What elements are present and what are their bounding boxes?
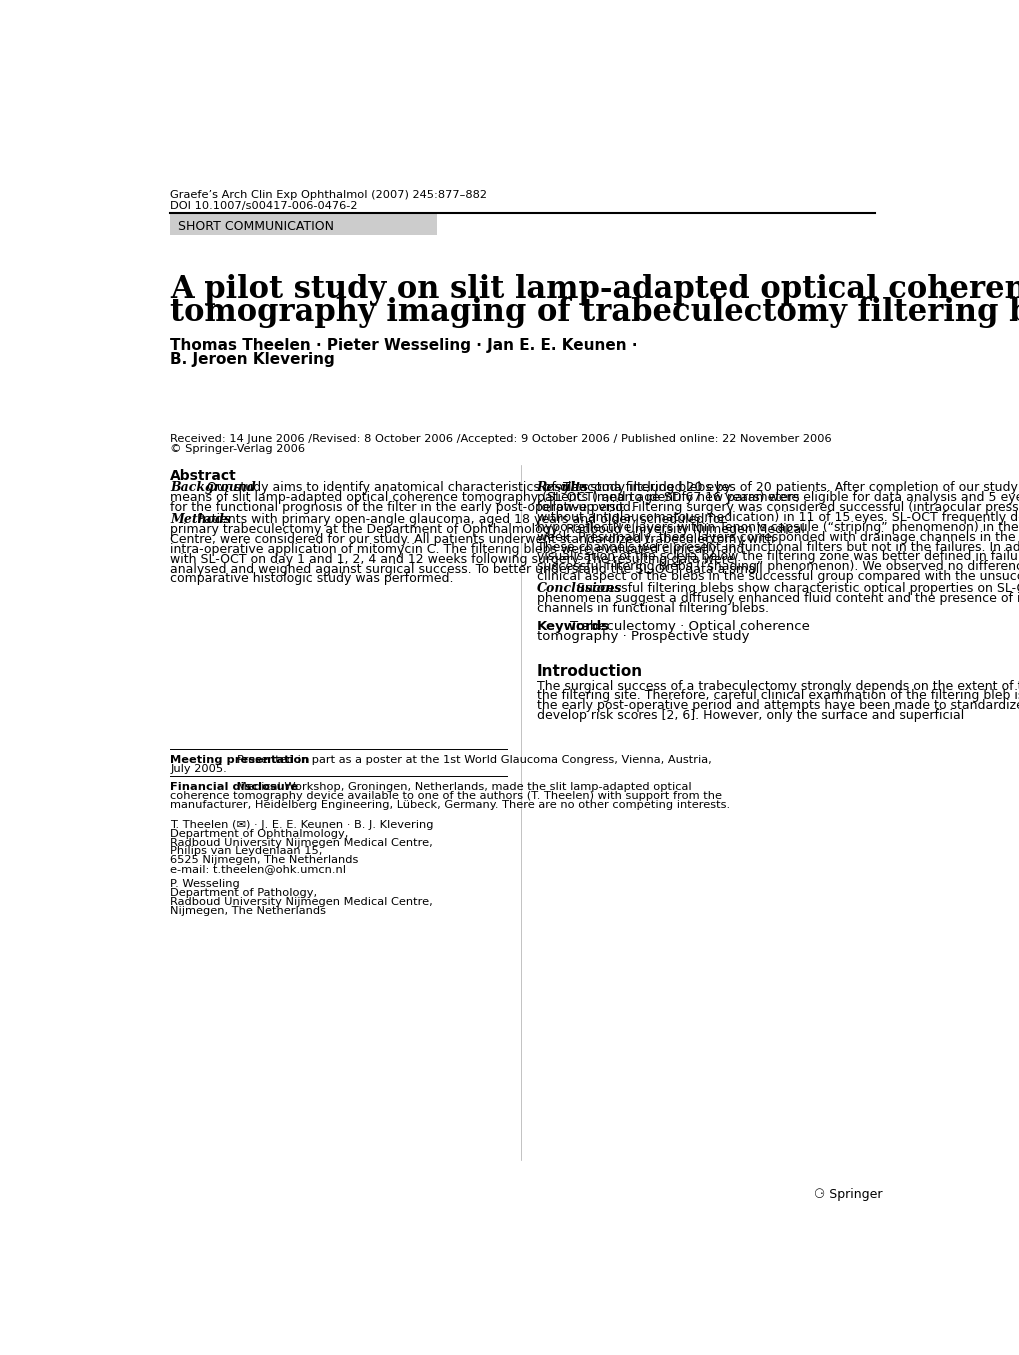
Text: follow-up visit. Filtering surgery was considered successful (intraocular pressu: follow-up visit. Filtering surgery was c… [536,501,1019,514]
Text: develop risk scores [2, 6]. However, only the surface and superficial: develop risk scores [2, 6]. However, onl… [536,709,963,722]
Text: Background: Background [170,481,256,495]
Text: ⚆ Springer: ⚆ Springer [813,1188,881,1202]
Text: Our study aims to identify anatomical characteristics of glaucoma filtering bleb: Our study aims to identify anatomical ch… [207,481,731,495]
Text: coherence tomography device available to one of the authors (T. Theelen) with su: coherence tomography device available to… [170,791,721,801]
Text: Medical Workshop, Groningen, Netherlands, made the slit lamp-adapted optical: Medical Workshop, Groningen, Netherlands… [236,782,691,793]
Text: Department of Pathology,: Department of Pathology, [170,888,317,898]
Text: Thomas Theelen · Pieter Wesseling · Jan E. E. Keunen ·: Thomas Theelen · Pieter Wesseling · Jan … [170,339,637,354]
Text: The surgical success of a trabeculectomy strongly depends on the extent of the h: The surgical success of a trabeculectomy… [536,680,1019,692]
Text: Results: Results [536,481,588,495]
Text: primary trabeculectomy at the Department of Ophthalmology, Radboud University Ni: primary trabeculectomy at the Department… [170,523,804,537]
Text: the filtering site. Therefore, careful clinical examination of the filtering ble: the filtering site. Therefore, careful c… [536,690,1019,702]
Text: hypo-reflective layers within Tenon’s capsule (“striping” phenomenon) in the fir: hypo-reflective layers within Tenon’s ca… [536,520,1019,534]
Text: Presented in part as a poster at the 1st World Glaucoma Congress, Vienna, Austri: Presented in part as a poster at the 1st… [236,756,711,766]
Text: Nijmegen, The Netherlands: Nijmegen, The Netherlands [170,905,326,916]
Text: July 2005.: July 2005. [170,764,226,774]
FancyBboxPatch shape [170,214,437,234]
Text: channels in functional filtering blebs.: channels in functional filtering blebs. [536,602,768,615]
Text: tomography imaging of trabeculectomy filtering blebs: tomography imaging of trabeculectomy fil… [170,297,1019,328]
Text: © Springer-Verlag 2006: © Springer-Verlag 2006 [170,443,305,454]
Text: Trabeculectomy · Optical coherence: Trabeculectomy · Optical coherence [570,619,809,633]
Text: Department of Ophthalmology,: Department of Ophthalmology, [170,829,348,839]
Text: Conclusions: Conclusions [536,583,622,595]
Text: Financial disclosure: Financial disclosure [170,782,299,793]
Text: Successful filtering blebs show characteristic optical properties on SL-OCT. The: Successful filtering blebs show characte… [577,583,1019,595]
Text: for the functional prognosis of the filter in the early post-operative period.: for the functional prognosis of the filt… [170,501,635,514]
Text: Graefe’s Arch Clin Exp Ophthalmol (2007) 245:877–882: Graefe’s Arch Clin Exp Ophthalmol (2007)… [170,190,487,201]
Text: Patients with primary open-angle glaucoma, aged 18 years and older, scheduled fo: Patients with primary open-angle glaucom… [197,514,725,526]
Text: Philips van Leydenlaan 15,: Philips van Leydenlaan 15, [170,847,322,856]
Text: successful filtering blebs (“shading” phenomenon). We observed no differences in: successful filtering blebs (“shading” ph… [536,560,1019,573]
Text: These channels were present in functional filters but not in the failures. In ad: These channels were present in functiona… [536,541,1019,553]
Text: manufacturer, Heidelberg Engineering, Lübeck, Germany. There are no other compet: manufacturer, Heidelberg Engineering, Lü… [170,801,730,810]
Text: tomography · Prospective study: tomography · Prospective study [536,630,749,644]
Text: week. Presumably, these layers corresponded with drainage channels in the histol: week. Presumably, these layers correspon… [536,531,1019,543]
Text: Methods: Methods [170,514,230,526]
Text: Received: 14 June 2006 /Revised: 8 October 2006 /Accepted: 9 October 2006 / Publ: Received: 14 June 2006 /Revised: 8 Octob… [170,434,830,443]
Text: SHORT COMMUNICATION: SHORT COMMUNICATION [177,221,333,233]
Text: the early post-operative period and attempts have been made to standardize clini: the early post-operative period and atte… [536,699,1019,713]
Text: Introduction: Introduction [536,664,642,679]
Text: without antiglaucomatous medication) in 11 of 15 eyes. SL-OCT frequently demonst: without antiglaucomatous medication) in … [536,511,1019,524]
Text: Radboud University Nijmegen Medical Centre,: Radboud University Nijmegen Medical Cent… [170,897,432,906]
Text: 6525 Nijmegen, The Netherlands: 6525 Nijmegen, The Netherlands [170,855,358,866]
Text: clinical aspect of the blebs in the successful group compared with the unsuccess: clinical aspect of the blebs in the succ… [536,570,1019,583]
Text: DOI 10.1007/s00417-006-0476-2: DOI 10.1007/s00417-006-0476-2 [170,201,358,211]
Text: P. Wesseling: P. Wesseling [170,879,239,889]
Text: e-mail: t.theelen@ohk.umcn.nl: e-mail: t.theelen@ohk.umcn.nl [170,864,345,874]
Text: Centre, were considered for our study. All patients underwent standardized trabe: Centre, were considered for our study. A… [170,533,773,546]
Text: visualisation of the sclera below the filtering zone was better defined in failu: visualisation of the sclera below the fi… [536,550,1019,564]
Text: patients (mean age SD 67 16 years) were eligible for data analysis and 5 eyes mi: patients (mean age SD 67 16 years) were … [536,492,1019,504]
Text: Abstract: Abstract [170,469,236,484]
Text: phenomena suggest a diffusely enhanced fluid content and the presence of intra-b: phenomena suggest a diffusely enhanced f… [536,592,1019,606]
Text: with SL-OCT on day 1 and 1, 2, 4 and 12 weeks following surgery. The resulting d: with SL-OCT on day 1 and 1, 2, 4 and 12 … [170,553,734,565]
Text: Radboud University Nijmegen Medical Centre,: Radboud University Nijmegen Medical Cent… [170,837,432,847]
Text: means of slit lamp-adapted optical coherence tomography (SL-OCT) and to identify: means of slit lamp-adapted optical coher… [170,492,799,504]
Text: comparative histologic study was performed.: comparative histologic study was perform… [170,572,453,585]
Text: Keywords: Keywords [536,619,609,633]
Text: analysed and weighed against surgical success. To better understand the SL-OCT d: analysed and weighed against surgical su… [170,562,762,576]
Text: intra-operative application of mitomycin C. The filtering blebs were evaluated c: intra-operative application of mitomycin… [170,543,744,556]
Text: T. Theelen (✉) · J. E. E. Keunen · B. J. Klevering: T. Theelen (✉) · J. E. E. Keunen · B. J.… [170,820,433,829]
Text: Meeting presentation: Meeting presentation [170,756,310,766]
Text: A pilot study on slit lamp-adapted optical coherence: A pilot study on slit lamp-adapted optic… [170,274,1019,305]
Text: The study included 20 eyes of 20 patients. After completion of our study, 15 eye: The study included 20 eyes of 20 patient… [562,481,1019,495]
Text: B. Jeroen Klevering: B. Jeroen Klevering [170,352,334,367]
